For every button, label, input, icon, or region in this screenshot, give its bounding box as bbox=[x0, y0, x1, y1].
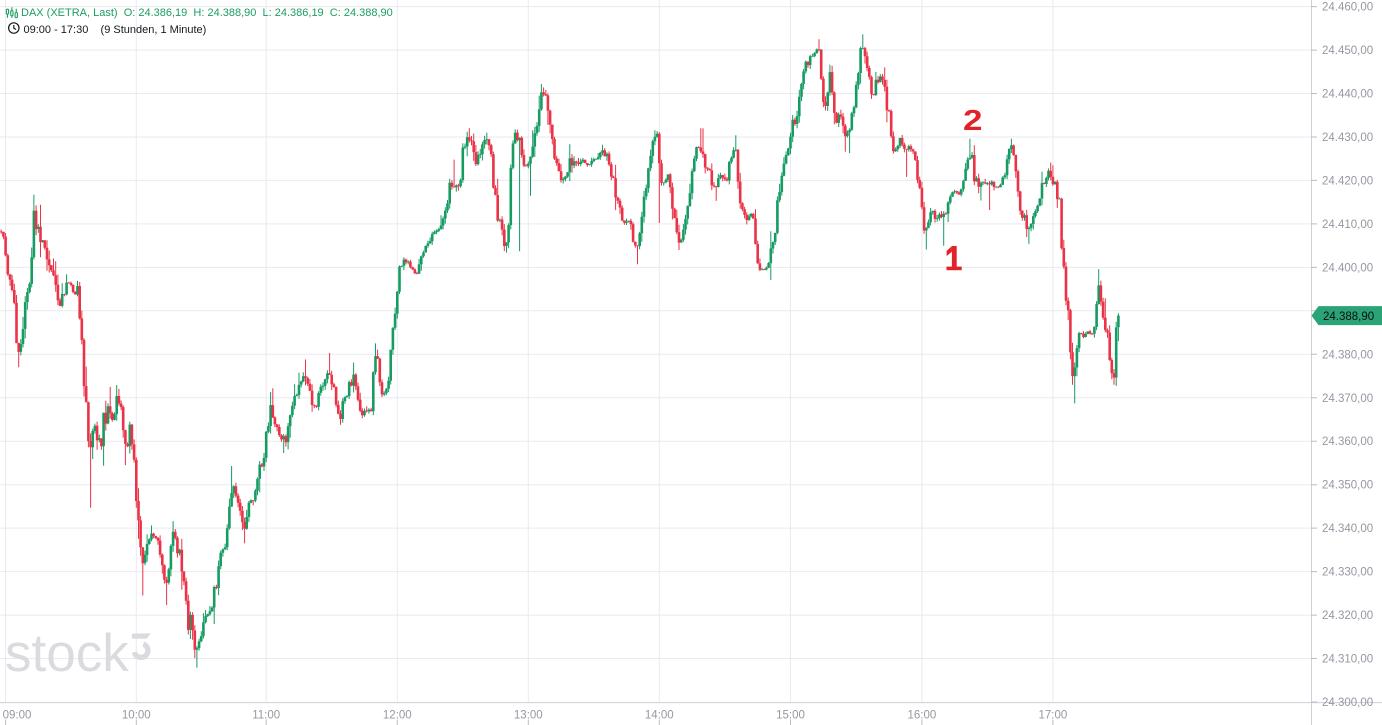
svg-text:24.340,00: 24.340,00 bbox=[1322, 523, 1373, 535]
svg-text:24.300,00: 24.300,00 bbox=[1322, 697, 1373, 709]
svg-text:12:00: 12:00 bbox=[383, 709, 412, 721]
svg-text:24.310,00: 24.310,00 bbox=[1322, 654, 1373, 666]
svg-text:24.420,00: 24.420,00 bbox=[1322, 175, 1373, 187]
svg-text:24.350,00: 24.350,00 bbox=[1322, 480, 1373, 492]
svg-text:24.400,00: 24.400,00 bbox=[1322, 262, 1373, 274]
svg-text:24.330,00: 24.330,00 bbox=[1322, 567, 1373, 579]
svg-text:11:00: 11:00 bbox=[252, 709, 280, 721]
svg-text:24.440,00: 24.440,00 bbox=[1322, 89, 1373, 101]
svg-text:09:00: 09:00 bbox=[3, 709, 32, 721]
svg-text:09:00 - 17:30 (9 Stunden, 1: 09:00 - 17:30 (9 Stunden, 1 Minute) bbox=[24, 24, 207, 36]
svg-text:stock: stock bbox=[5, 624, 129, 683]
svg-text:16:00: 16:00 bbox=[908, 709, 937, 721]
svg-text:24.320,00: 24.320,00 bbox=[1322, 610, 1373, 622]
svg-text:24.450,00: 24.450,00 bbox=[1322, 45, 1373, 57]
svg-text:24.370,00: 24.370,00 bbox=[1322, 393, 1373, 405]
svg-text:24.430,00: 24.430,00 bbox=[1322, 132, 1373, 144]
svg-text:17:00: 17:00 bbox=[1039, 709, 1068, 721]
svg-text:15:00: 15:00 bbox=[776, 709, 805, 721]
svg-text:14:00: 14:00 bbox=[645, 709, 674, 721]
svg-text:2: 2 bbox=[963, 105, 983, 137]
svg-text:10:00: 10:00 bbox=[122, 709, 151, 721]
svg-text:24.380,00: 24.380,00 bbox=[1322, 349, 1373, 361]
svg-text:13:00: 13:00 bbox=[514, 709, 543, 721]
svg-text:24.360,00: 24.360,00 bbox=[1322, 436, 1373, 448]
svg-text:DAX (XETRA, Last) O: 24.386,1: DAX (XETRA, Last) O: 24.386,19 H: 24.388… bbox=[21, 7, 393, 19]
svg-text:24.410,00: 24.410,00 bbox=[1322, 219, 1373, 231]
svg-text:24.460,00: 24.460,00 bbox=[1322, 2, 1373, 14]
svg-text:24.388,90: 24.388,90 bbox=[1323, 311, 1374, 323]
